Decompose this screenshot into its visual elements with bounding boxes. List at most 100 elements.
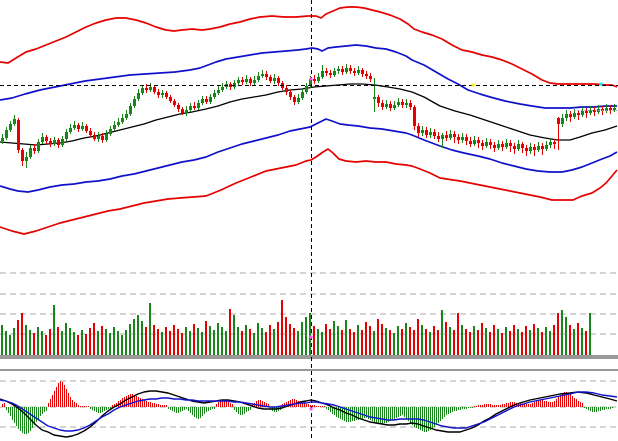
macd-hist-bar (328, 407, 329, 410)
macd-hist-bar (490, 404, 491, 407)
macd-hist-bar (132, 394, 133, 407)
candle-body (57, 140, 60, 145)
volume-bar (105, 329, 107, 355)
candle-body (353, 71, 356, 73)
macd-hist-bar (16, 407, 17, 426)
candle-body (25, 157, 28, 161)
volume-bar (573, 329, 575, 355)
candle-body (201, 99, 204, 103)
volume-bar (493, 325, 495, 355)
macd-hist-bar (442, 407, 443, 419)
upper-outer-band-red (0, 6, 618, 88)
volume-bar (453, 330, 455, 355)
candle-body (545, 145, 548, 149)
macd-hist-bar (470, 407, 471, 408)
candle-body (573, 113, 576, 117)
macd-hist-bar (426, 407, 427, 432)
macd-hist-bar (364, 407, 365, 418)
volume-bar (505, 327, 507, 355)
macd-hist-bar (150, 402, 151, 407)
macd-hist-bar (468, 407, 469, 408)
macd-hist-bar (236, 407, 237, 412)
volume-bar (293, 328, 295, 355)
candle-body (53, 140, 56, 144)
candle-body (345, 68, 348, 72)
macd-hist-bar (112, 405, 113, 407)
macd-hist-bar (20, 407, 21, 431)
volume-bar (205, 321, 207, 355)
candle-body (257, 76, 260, 80)
macd-hist-bar (380, 407, 381, 424)
macd-hist-bar (352, 407, 353, 421)
macd-hist-bar (302, 403, 303, 407)
candle-body (489, 142, 492, 145)
candle-body (333, 71, 336, 75)
macd-hist-bar (18, 407, 19, 429)
candle-body (493, 145, 496, 148)
macd-hist-bar (286, 402, 287, 407)
macd-hist-bar (554, 401, 555, 407)
macd-hist-bar (56, 387, 57, 407)
candle-body (81, 126, 84, 129)
macd-hist-bar (266, 403, 267, 407)
macd-hist-bar (154, 403, 155, 407)
volume-bar (33, 333, 35, 355)
volume-bar (585, 331, 587, 355)
macd-hist-bar (544, 401, 545, 407)
macd-hist-bar (168, 407, 169, 409)
macd-hist-bar (410, 407, 411, 423)
candle-body (457, 137, 460, 140)
volume-bars (1, 300, 591, 355)
macd-hist-bar (74, 402, 75, 407)
volume-bar (269, 325, 271, 355)
macd-hist-bar (128, 395, 129, 407)
volume-bar (437, 330, 439, 355)
macd-hist-bar (416, 407, 417, 428)
macd-hist-bar (228, 402, 229, 407)
volume-bar (329, 329, 331, 355)
volume-bar (265, 332, 267, 355)
volume-bar (193, 324, 195, 355)
candle-body (373, 97, 376, 99)
macd-hist-bar (568, 393, 569, 407)
macd-hist-bar (460, 407, 461, 410)
macd-hist-bar (320, 406, 321, 407)
macd-hist-bar (578, 401, 579, 407)
macd-hist-bar (354, 407, 355, 421)
macd-hist-bar (14, 407, 15, 423)
macd-hist-bar (384, 407, 385, 423)
volume-bar (517, 329, 519, 355)
macd-hist-bar (324, 406, 325, 407)
volume-bar (389, 330, 391, 355)
candle-body (129, 106, 132, 114)
candle-body (77, 125, 80, 129)
macd-hist-bar (308, 404, 309, 407)
candle-body (101, 136, 104, 140)
macd-hist-bar (486, 404, 487, 407)
macd-hist-bar (200, 407, 201, 418)
volume-bar (369, 326, 371, 355)
macd-hist-bar (560, 395, 561, 407)
volume-bar (217, 323, 219, 355)
macd-hist-bar (550, 402, 551, 407)
candle-body (481, 143, 484, 146)
volume-bar (117, 331, 119, 355)
band-cross-marker-yellow (471, 83, 475, 87)
volume-bar (165, 327, 167, 355)
volume-bar (257, 323, 259, 355)
candle-body (241, 80, 244, 82)
candle-body (93, 135, 96, 139)
macd-hist-bar (162, 405, 163, 407)
volume-bar (501, 333, 503, 355)
macd-hist-bar (446, 407, 447, 415)
macd-hist-bar (510, 402, 511, 407)
macd-hist-bar (212, 407, 213, 409)
macd-hist-bar (494, 405, 495, 407)
macd-hist-bar (548, 402, 549, 407)
volume-bar (57, 327, 59, 355)
macd-hist-bar (332, 407, 333, 414)
volume-bar (313, 326, 315, 355)
macd-hist-bar (32, 407, 33, 428)
